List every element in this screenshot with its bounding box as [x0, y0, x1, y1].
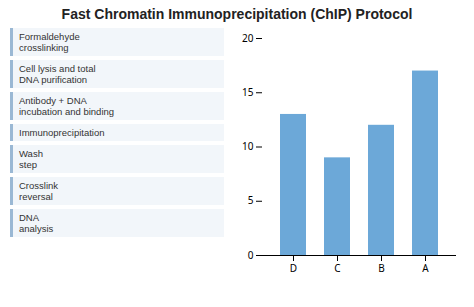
svg-text:B: B — [378, 261, 385, 275]
html-text:Antibody + DNA incubation and: Antibody + DNA incubation and binding — [19, 95, 115, 117]
svg-text:C: C — [334, 261, 341, 275]
svg-text:A: A — [422, 261, 429, 275]
html-text:Immunoprecipitation: Immunoprecipitation — [19, 127, 105, 138]
svg-text:5: 5 — [248, 193, 254, 207]
svg-text:15: 15 — [242, 85, 254, 99]
html-text:Cell lysis and total DNA purif: Cell lysis and total DNA purification — [19, 63, 96, 85]
html-text:Formaldehyde crosslinking: Formaldehyde crosslinking — [19, 31, 80, 53]
html-text:Wash step: Wash step — [19, 148, 43, 170]
svg-text:D: D — [290, 261, 297, 275]
svg-text:10: 10 — [242, 139, 254, 153]
html-text:DNA analysis: DNA analysis — [19, 212, 54, 234]
html-text:Fast Chromatin Immunoprecipita: Fast Chromatin Immunoprecipitation (ChIP… — [61, 6, 413, 22]
svg-text:20: 20 — [242, 31, 254, 45]
svg-text:0: 0 — [248, 248, 254, 262]
html-text:Crosslink reversal: Crosslink reversal — [19, 180, 59, 202]
